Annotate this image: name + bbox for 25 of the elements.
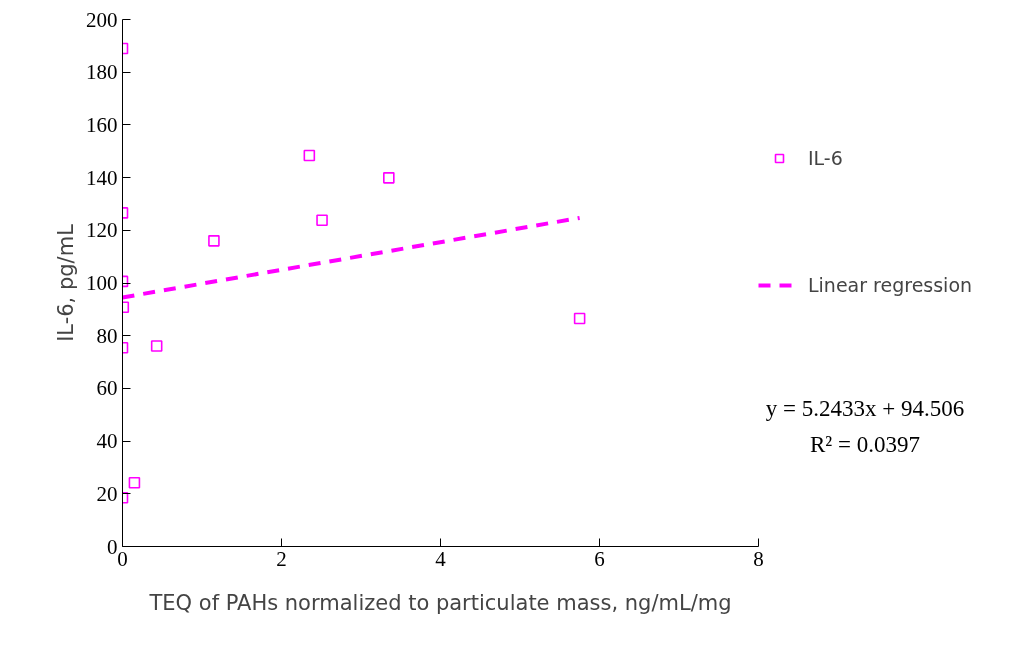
legend-label: Linear regression xyxy=(808,274,973,296)
text: R² = 0.0397 xyxy=(809,431,921,459)
x-tick-label: 2 xyxy=(276,546,287,571)
y-axis-title: IL-6, pg/mL xyxy=(54,223,78,342)
y-tick-label: 200 xyxy=(86,7,118,32)
y-tick-label: 40 xyxy=(96,429,118,454)
y-tick-label: 180 xyxy=(86,60,118,85)
y-tick-label: 160 xyxy=(86,112,118,137)
y-tick-label: 20 xyxy=(96,481,118,506)
legend-label: IL-6 xyxy=(808,147,843,169)
x-tick-label: 6 xyxy=(594,546,605,571)
text: y = 5.2433x + 94.506 xyxy=(765,395,965,423)
point xyxy=(383,172,395,184)
y-tick-label: 60 xyxy=(96,376,118,401)
y-tick-label: 100 xyxy=(86,271,118,295)
point xyxy=(208,235,220,247)
y-tick-label: 80 xyxy=(96,323,118,348)
point xyxy=(316,214,328,227)
x-axis-title: TEQ of PAHs normalized to particulate mass, ng/mL/mg xyxy=(148,590,732,615)
point xyxy=(573,312,586,325)
x-tick-label: 8 xyxy=(753,546,764,571)
y-tick-label: 140 xyxy=(86,165,118,190)
y-tick-label: 120 xyxy=(86,218,118,243)
point xyxy=(303,149,316,162)
x-tick-label: 4 xyxy=(435,546,447,571)
